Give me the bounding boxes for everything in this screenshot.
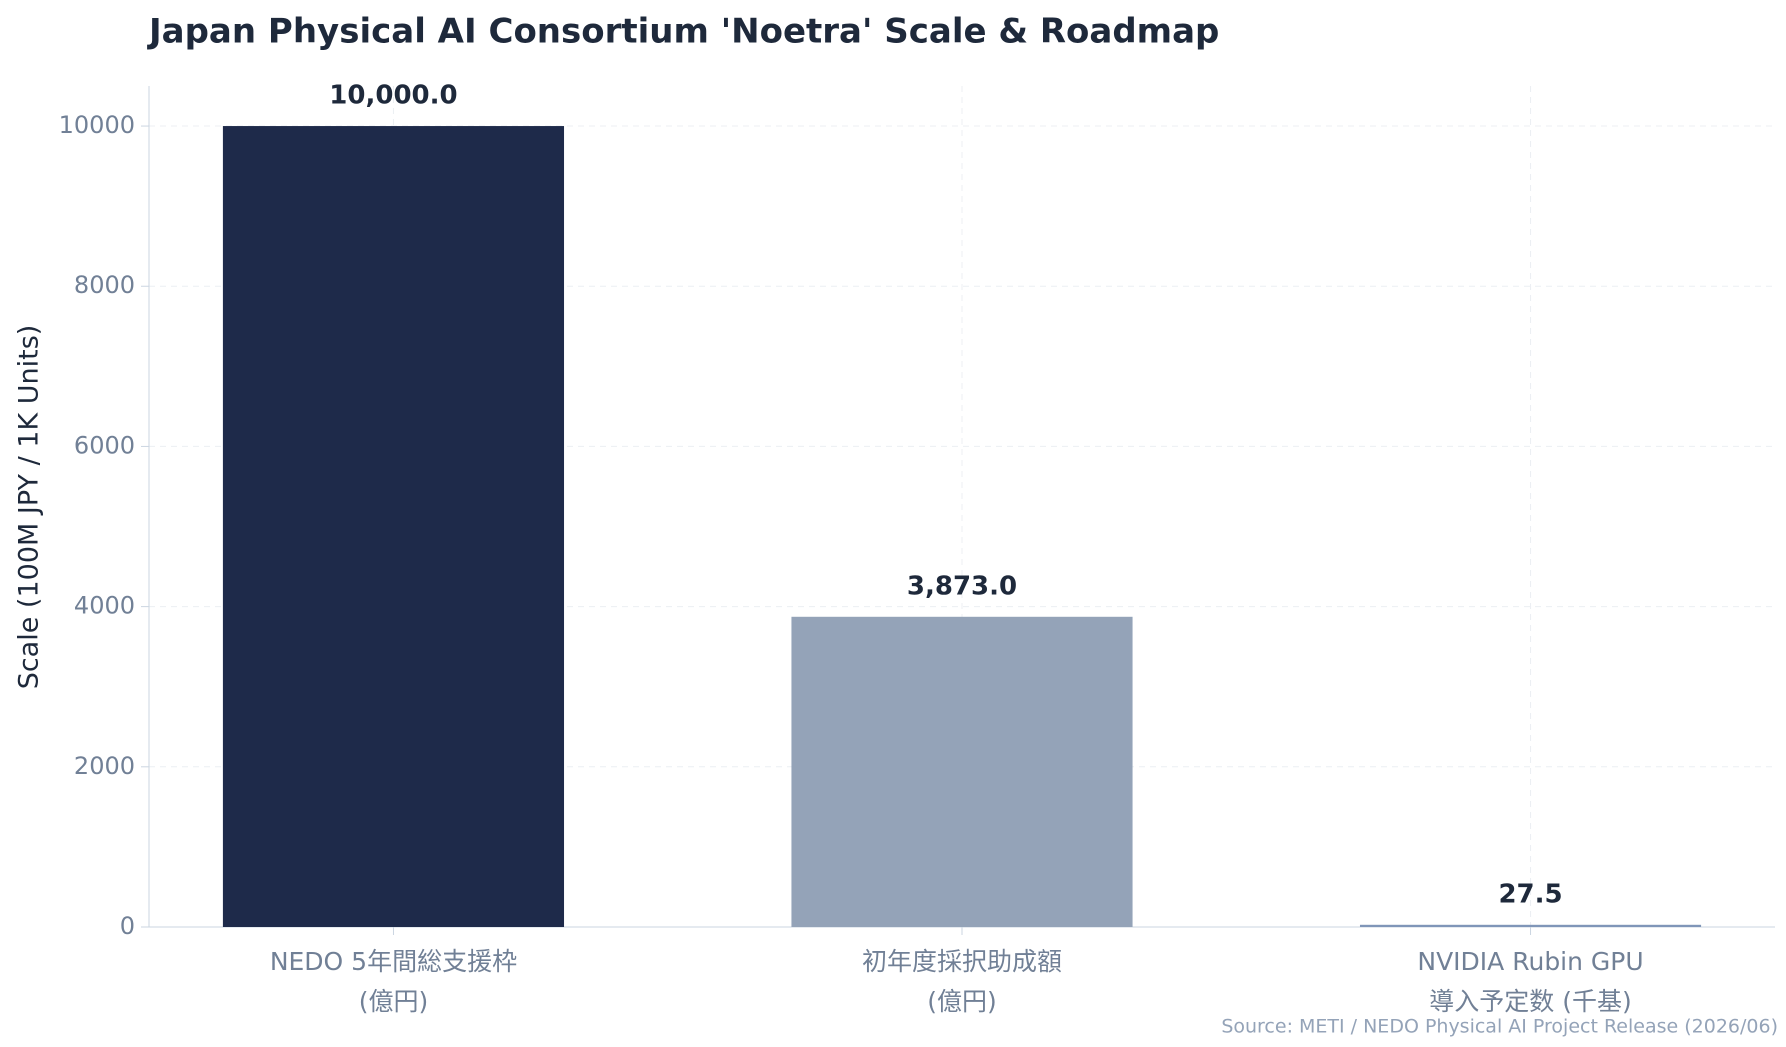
y-tick-label: 8000 [74, 271, 135, 299]
x-tick-label: (億円) [927, 987, 997, 1016]
source-note: Source: METI / NEDO Physical AI Project … [1221, 1016, 1778, 1038]
bar [1359, 924, 1702, 927]
x-tick-label: NVIDIA Rubin GPU [1417, 947, 1643, 976]
value-label: 3,873.0 [907, 571, 1017, 601]
bar [222, 126, 565, 928]
y-tick-label: 10000 [59, 111, 135, 139]
value-label: 10,000.0 [329, 81, 457, 111]
y-tick-label: 0 [120, 912, 135, 940]
y-tick-label: 6000 [74, 431, 135, 459]
y-tick-label: 4000 [74, 592, 135, 620]
bar [791, 616, 1133, 927]
value-label: 27.5 [1498, 879, 1562, 909]
x-tick-label: (億円) [359, 987, 429, 1016]
chart-title: Japan Physical AI Consortium 'Noetra' Sc… [147, 12, 1219, 52]
y-axis-label: Scale (100M JPY / 1K Units) [14, 325, 45, 690]
x-tick-label: NEDO 5年間総支援枠 [270, 947, 517, 976]
y-tick-label: 2000 [74, 752, 135, 780]
x-tick-label: 初年度採択助成額 [862, 947, 1062, 976]
x-tick-label: 導入予定数 (千基) [1429, 987, 1631, 1016]
